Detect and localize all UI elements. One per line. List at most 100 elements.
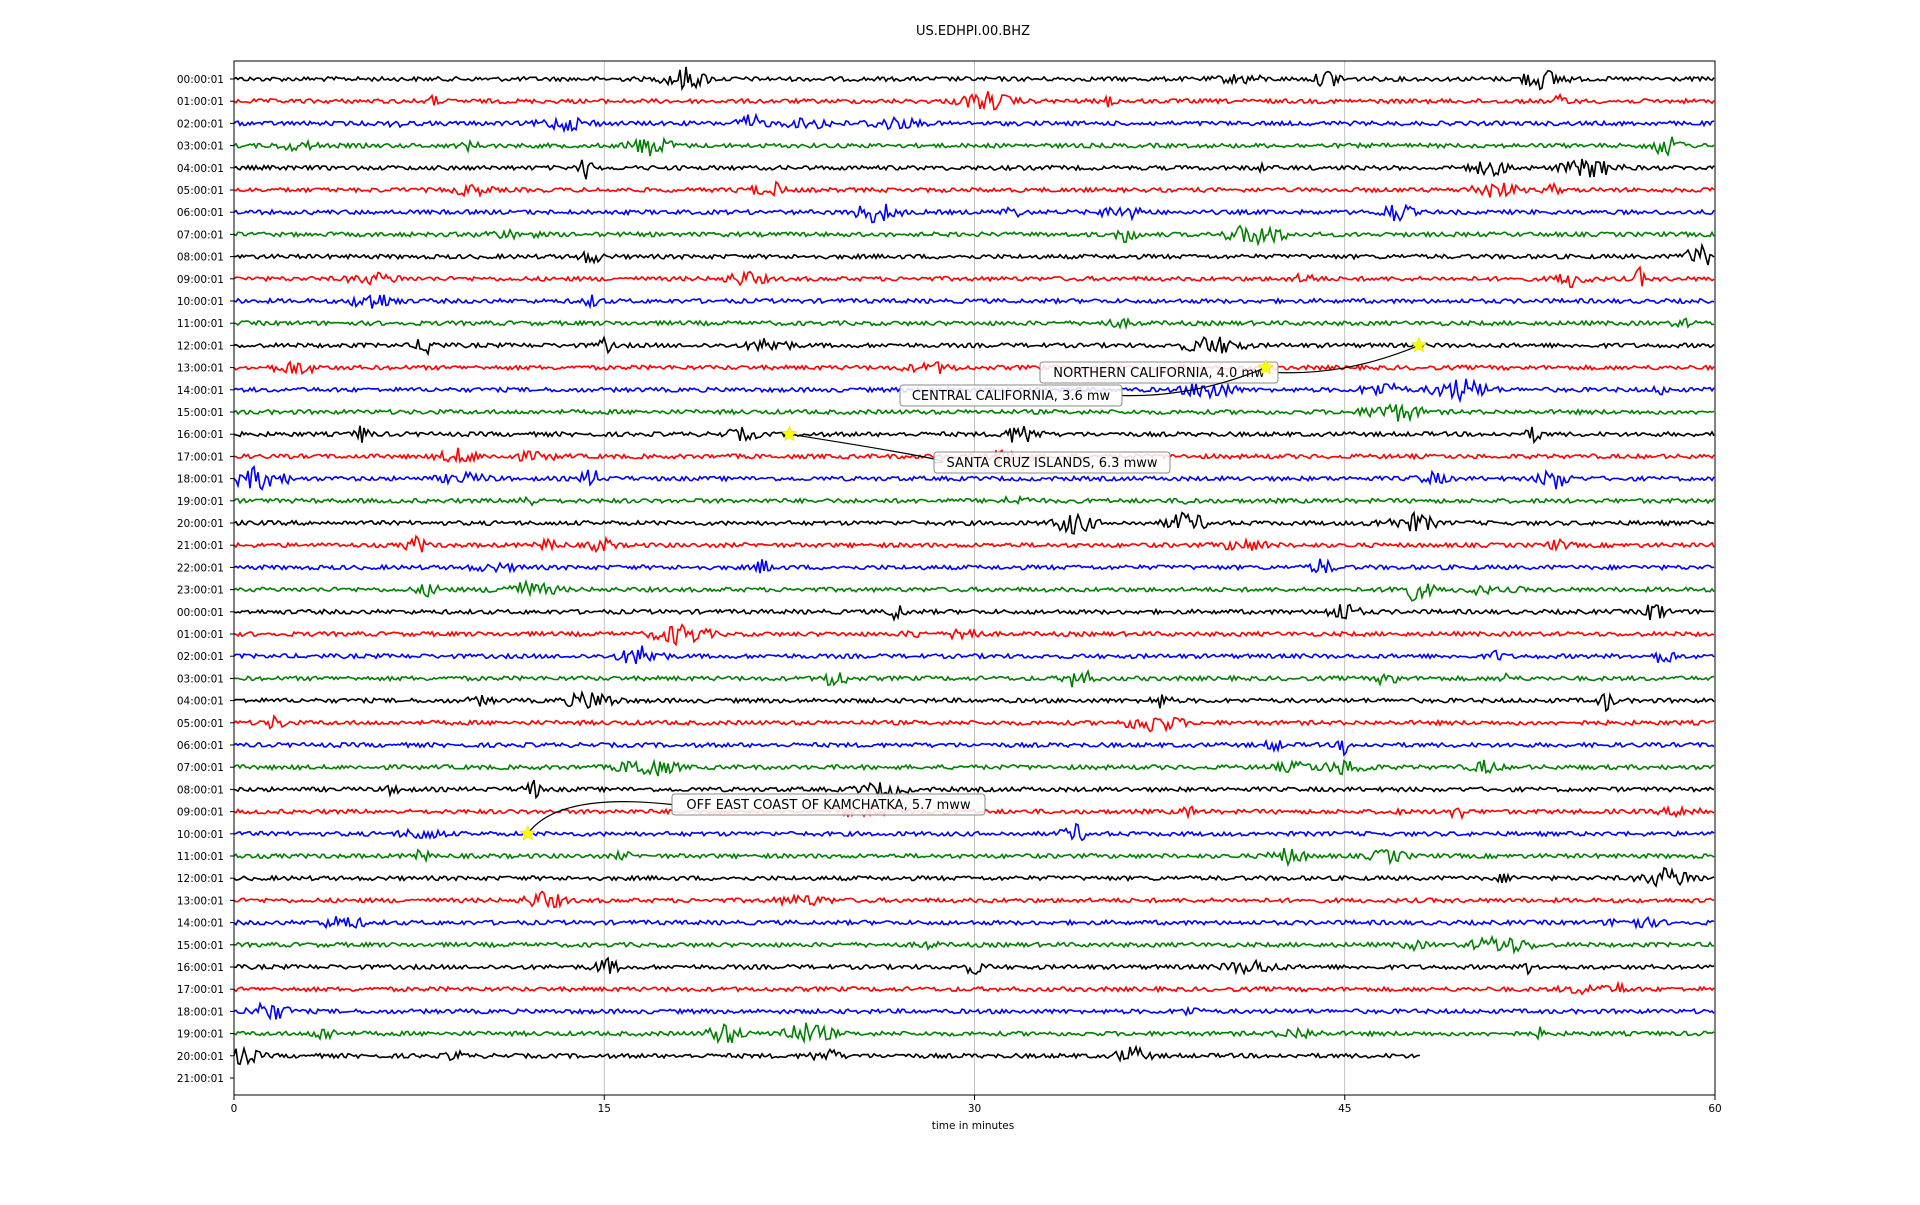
- row-label: 04:00:01: [177, 163, 224, 175]
- trace-row: [233, 1022, 1715, 1045]
- trace-row: [233, 890, 1715, 909]
- row-label: 15:00:01: [177, 940, 224, 952]
- grid-lines: [603, 61, 1346, 1095]
- row-label: 06:00:01: [177, 207, 224, 219]
- event-label: SANTA CRUZ ISLANDS, 6.3 mww: [946, 456, 1157, 471]
- trace-row: [233, 360, 1715, 376]
- trace-row: [233, 779, 1715, 800]
- row-time-labels: 00:00:01 01:00:01 02:00:01 03:00:01 04:00:01…: [177, 74, 234, 1085]
- row-label: 11:00:01: [177, 851, 224, 863]
- row-label: 14:00:01: [177, 385, 224, 397]
- trace-row: [233, 510, 1715, 535]
- trace-row: [233, 738, 1715, 757]
- row-label: 20:00:01: [177, 518, 224, 530]
- trace-row: [233, 980, 1715, 996]
- trace-row: [233, 494, 1715, 507]
- event-annotations: NORTHERN CALIFORNIA, 4.0 mw CENTRAL CALIF…: [519, 336, 1428, 841]
- row-label: 21:00:01: [177, 1073, 224, 1085]
- event-label-box: [899, 384, 1123, 407]
- trace-row: [233, 847, 1715, 868]
- trace-row: [233, 91, 1715, 111]
- event-label-box: [933, 451, 1171, 474]
- row-label: 17:00:01: [177, 984, 224, 996]
- trace-row: [233, 66, 1715, 92]
- row-label: 20:00:01: [177, 1051, 224, 1063]
- x-tick-label: 15: [598, 1103, 611, 1115]
- trace-row: [233, 294, 1715, 310]
- row-label: 04:00:01: [177, 696, 224, 708]
- trace-row: [233, 224, 1715, 247]
- x-tick-label: 60: [1708, 1103, 1721, 1115]
- event-star-marker: [1257, 358, 1275, 375]
- trace-row: [233, 112, 1715, 134]
- row-label: 05:00:01: [177, 718, 224, 730]
- trace-row: [233, 203, 1715, 224]
- trace-row: [233, 180, 1715, 199]
- chart-title: US.EDHPI.00.BHZ: [916, 24, 1030, 39]
- row-label: 03:00:01: [177, 673, 224, 685]
- row-label: 12:00:01: [177, 340, 224, 352]
- row-label: 19:00:01: [177, 496, 224, 508]
- event-connector: [789, 433, 944, 464]
- row-label: 10:00:01: [177, 829, 224, 841]
- trace-row: [233, 603, 1715, 622]
- trace-row: [233, 1044, 1421, 1066]
- trace-row: [234, 668, 1715, 688]
- row-label: 16:00:01: [177, 429, 224, 441]
- row-label: 01:00:01: [177, 629, 224, 641]
- trace-row: [233, 136, 1715, 157]
- event-label: NORTHERN CALIFORNIA, 4.0 mw: [1053, 366, 1265, 381]
- trace-row: [233, 558, 1715, 574]
- row-label: 10:00:01: [177, 296, 224, 308]
- trace-row: [233, 158, 1715, 180]
- row-label: 05:00:01: [177, 185, 224, 197]
- trace-row: [233, 689, 1715, 713]
- event-star-marker: [1410, 336, 1428, 353]
- row-label: 00:00:01: [177, 74, 224, 86]
- trace-row: [233, 822, 1715, 842]
- seismic-traces: [233, 66, 1715, 1066]
- row-label: 13:00:01: [177, 363, 224, 375]
- row-label: 09:00:01: [177, 274, 224, 286]
- event-label: CENTRAL CALIFORNIA, 3.6 mw: [912, 389, 1111, 404]
- trace-row: [233, 265, 1715, 289]
- x-axis-label: time in minutes: [932, 1120, 1014, 1132]
- trace-row: [233, 915, 1715, 930]
- event-star-marker: [519, 825, 536, 841]
- event-label-box: [671, 793, 986, 816]
- trace-row: [233, 934, 1715, 955]
- event-connector: [1121, 367, 1266, 397]
- row-label: 09:00:01: [177, 807, 224, 819]
- trace-row: [233, 425, 1715, 445]
- row-label: 06:00:01: [177, 740, 224, 752]
- row-label: 18:00:01: [177, 1006, 224, 1018]
- row-label: 02:00:01: [177, 118, 224, 130]
- event-connector: [527, 801, 673, 835]
- row-label: 03:00:01: [177, 141, 224, 153]
- row-label: 18:00:01: [177, 474, 224, 486]
- trace-row: [233, 623, 1715, 647]
- row-label: 08:00:01: [177, 784, 224, 796]
- trace-row: [233, 242, 1715, 266]
- row-label: 15:00:01: [177, 407, 224, 419]
- plot-frame: [233, 60, 1716, 1096]
- trace-row: [233, 402, 1715, 423]
- event-label: OFF EAST COAST OF KAMCHATKA, 5.7 mww: [686, 798, 971, 813]
- row-label: 19:00:01: [177, 1029, 224, 1041]
- trace-row: [233, 866, 1715, 888]
- trace-row: [233, 578, 1715, 602]
- row-label: 00:00:01: [177, 607, 224, 619]
- row-label: 23:00:01: [177, 585, 224, 597]
- row-label: 07:00:01: [177, 762, 224, 774]
- trace-row: [233, 1000, 1715, 1021]
- row-label: 16:00:01: [177, 962, 224, 974]
- row-label: 17:00:01: [177, 451, 224, 463]
- row-label: 08:00:01: [177, 252, 224, 264]
- row-label: 13:00:01: [177, 895, 224, 907]
- event-connector: [1277, 344, 1420, 374]
- trace-row: [233, 464, 1715, 491]
- event-label-box: [1039, 361, 1279, 384]
- x-tick-label: 30: [968, 1103, 981, 1115]
